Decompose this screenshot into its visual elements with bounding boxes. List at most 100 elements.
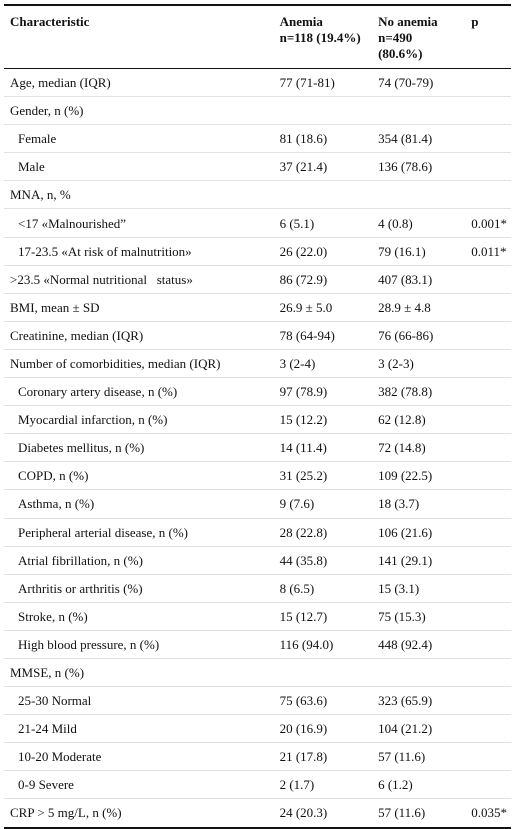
row-label: COPD, n (%)	[18, 468, 89, 484]
table-cell: 8 (6.5)	[273, 573, 373, 603]
table-row: MMSE, n (%)	[4, 657, 511, 687]
table-cell: 9 (7.6)	[273, 489, 373, 518]
table-cell: 28 (22.8)	[273, 517, 373, 547]
row-label: 17-23.5 «At risk of malnutrition»	[18, 243, 192, 259]
table-cell: 6 (5.1)	[273, 208, 373, 238]
table-header: Characteristic Anemia n=118 (19.4%) No an…	[4, 5, 511, 69]
header-text: Characteristic	[10, 14, 90, 29]
cell-value: 15 (12.7)	[279, 608, 328, 624]
table-cell: 37 (21.4)	[273, 152, 373, 181]
cell-value: 2 (1.7)	[279, 777, 315, 793]
row-label: Asthma, n (%)	[18, 496, 95, 512]
header-cell: Anemia n=118 (19.4%)	[273, 5, 373, 69]
row-label: Age, median (IQR)	[10, 75, 111, 91]
row-label: Coronary artery disease, n (%)	[18, 384, 178, 400]
cell-value: 448 (92.4)	[378, 636, 433, 652]
cell-value: 0.035*	[471, 805, 507, 821]
table-cell: Asthma, n (%)	[4, 489, 274, 518]
table-cell: 15 (12.7)	[273, 601, 373, 631]
row-label: MMSE, n (%)	[10, 665, 85, 681]
cell-value: 141 (29.1)	[378, 552, 433, 568]
table-cell: 0.001*	[465, 208, 511, 238]
table-row: Peripheral arterial disease, n (%) 28 (22…	[4, 517, 511, 547]
table-cell: Myocardial infarction, n (%)	[4, 405, 274, 434]
row-label: Gender, n (%)	[10, 103, 84, 119]
data-table: Characteristic Anemia n=118 (19.4%) No an…	[4, 4, 511, 829]
table-cell: COPD, n (%)	[4, 461, 274, 490]
table-cell: 62 (12.8)	[372, 405, 466, 434]
table-cell	[465, 320, 511, 350]
row-label: High blood pressure, n (%)	[18, 636, 160, 652]
table-cell: 2 (1.7)	[273, 770, 373, 799]
table-cell	[465, 69, 511, 97]
table-cell: Age, median (IQR)	[4, 69, 274, 97]
row-label: CRP > 5 mg/L, n (%)	[10, 805, 122, 821]
cell-value: 106 (21.6)	[378, 524, 433, 540]
table-cell: 0-9 Severe	[4, 770, 274, 799]
cell-value: 9 (7.6)	[279, 496, 315, 512]
cell-value: 0.011*	[471, 243, 507, 259]
table-cell: Coronary artery disease, n (%)	[4, 377, 274, 406]
table-cell: 10-20 Moderate	[4, 742, 274, 771]
cell-value: 354 (81.4)	[378, 131, 433, 147]
table-row: 0-9 Severe 2 (1.7) 6 (1.2)	[4, 770, 511, 799]
table-cell: Creatinine, median (IQR)	[4, 320, 274, 350]
cell-value: 4 (0.8)	[378, 215, 413, 231]
cell-value: 75 (15.3)	[378, 608, 426, 624]
row-label: Myocardial infarction, n (%)	[18, 412, 168, 428]
table-cell: 0.011*	[465, 236, 511, 266]
table-cell: <17 «Malnourished”	[4, 208, 274, 238]
table-cell	[465, 770, 511, 799]
table-cell	[465, 292, 511, 322]
table-cell	[465, 180, 511, 209]
cell-value: 109 (22.5)	[378, 468, 433, 484]
table-cell	[465, 601, 511, 631]
table-cell: 382 (78.8)	[372, 377, 466, 406]
cell-value: 78 (64-94)	[279, 327, 335, 343]
table-cell: 21-24 Mild	[4, 714, 274, 743]
table-row: Stroke, n (%) 15 (12.7) 75 (15.3)	[4, 601, 511, 631]
table-cell	[465, 573, 511, 603]
header-text: (80.6%)	[378, 46, 423, 61]
cell-value: 26.9 ± 5.0	[279, 299, 333, 315]
table-row: 25-30 Normal 75 (63.6) 323 (65.9)	[4, 686, 511, 715]
cell-value: 18 (3.7)	[378, 496, 420, 512]
table-cell: 141 (29.1)	[372, 545, 466, 575]
table-cell: 26.9 ± 5.0	[273, 292, 373, 322]
cell-value: 26 (22.0)	[279, 243, 328, 259]
table-row: Gender, n (%)	[4, 96, 511, 125]
table-cell: 104 (21.2)	[372, 714, 466, 743]
table-row: Number of comorbidities, median (IQR) 3 (…	[4, 348, 511, 378]
cell-value: 57 (11.6)	[378, 749, 426, 765]
table-cell: Arthritis or arthritis (%)	[4, 573, 274, 603]
header-text: n=118 (19.4%)	[279, 30, 361, 45]
cell-value: 6 (5.1)	[279, 215, 315, 231]
header-cell: p	[465, 5, 511, 69]
table-cell: 15 (12.2)	[273, 405, 373, 434]
cell-value: 407 (83.1)	[378, 271, 433, 287]
table-cell: Atrial fibrillation, n (%)	[4, 545, 274, 575]
table-row: Female 81 (18.6) 354 (81.4)	[4, 124, 511, 153]
cell-value: 116 (94.0)	[279, 636, 334, 652]
table-cell: 18 (3.7)	[372, 489, 466, 518]
table-cell	[465, 264, 511, 294]
cell-value: 28 (22.8)	[279, 524, 328, 540]
cell-value: 86 (72.9)	[279, 271, 328, 287]
table-cell	[465, 657, 511, 687]
cell-value: 79 (16.1)	[378, 243, 426, 259]
table-cell	[465, 461, 511, 490]
table-cell: 20 (16.9)	[273, 714, 373, 743]
row-label: 10-20 Moderate	[18, 749, 102, 765]
cell-value: 74 (70-79)	[378, 75, 434, 91]
row-label: Peripheral arterial disease, n (%)	[18, 524, 189, 540]
header-text: No anemia	[378, 14, 438, 29]
table-cell	[465, 348, 511, 378]
cell-value: 104 (21.2)	[378, 721, 433, 737]
table-cell: 116 (94.0)	[273, 629, 373, 659]
table-cell: 0.035*	[465, 798, 511, 828]
cell-value: 62 (12.8)	[378, 412, 426, 428]
cell-value: 15 (3.1)	[378, 580, 420, 596]
table-cell: Male	[4, 152, 274, 181]
table-cell: 109 (22.5)	[372, 461, 466, 490]
